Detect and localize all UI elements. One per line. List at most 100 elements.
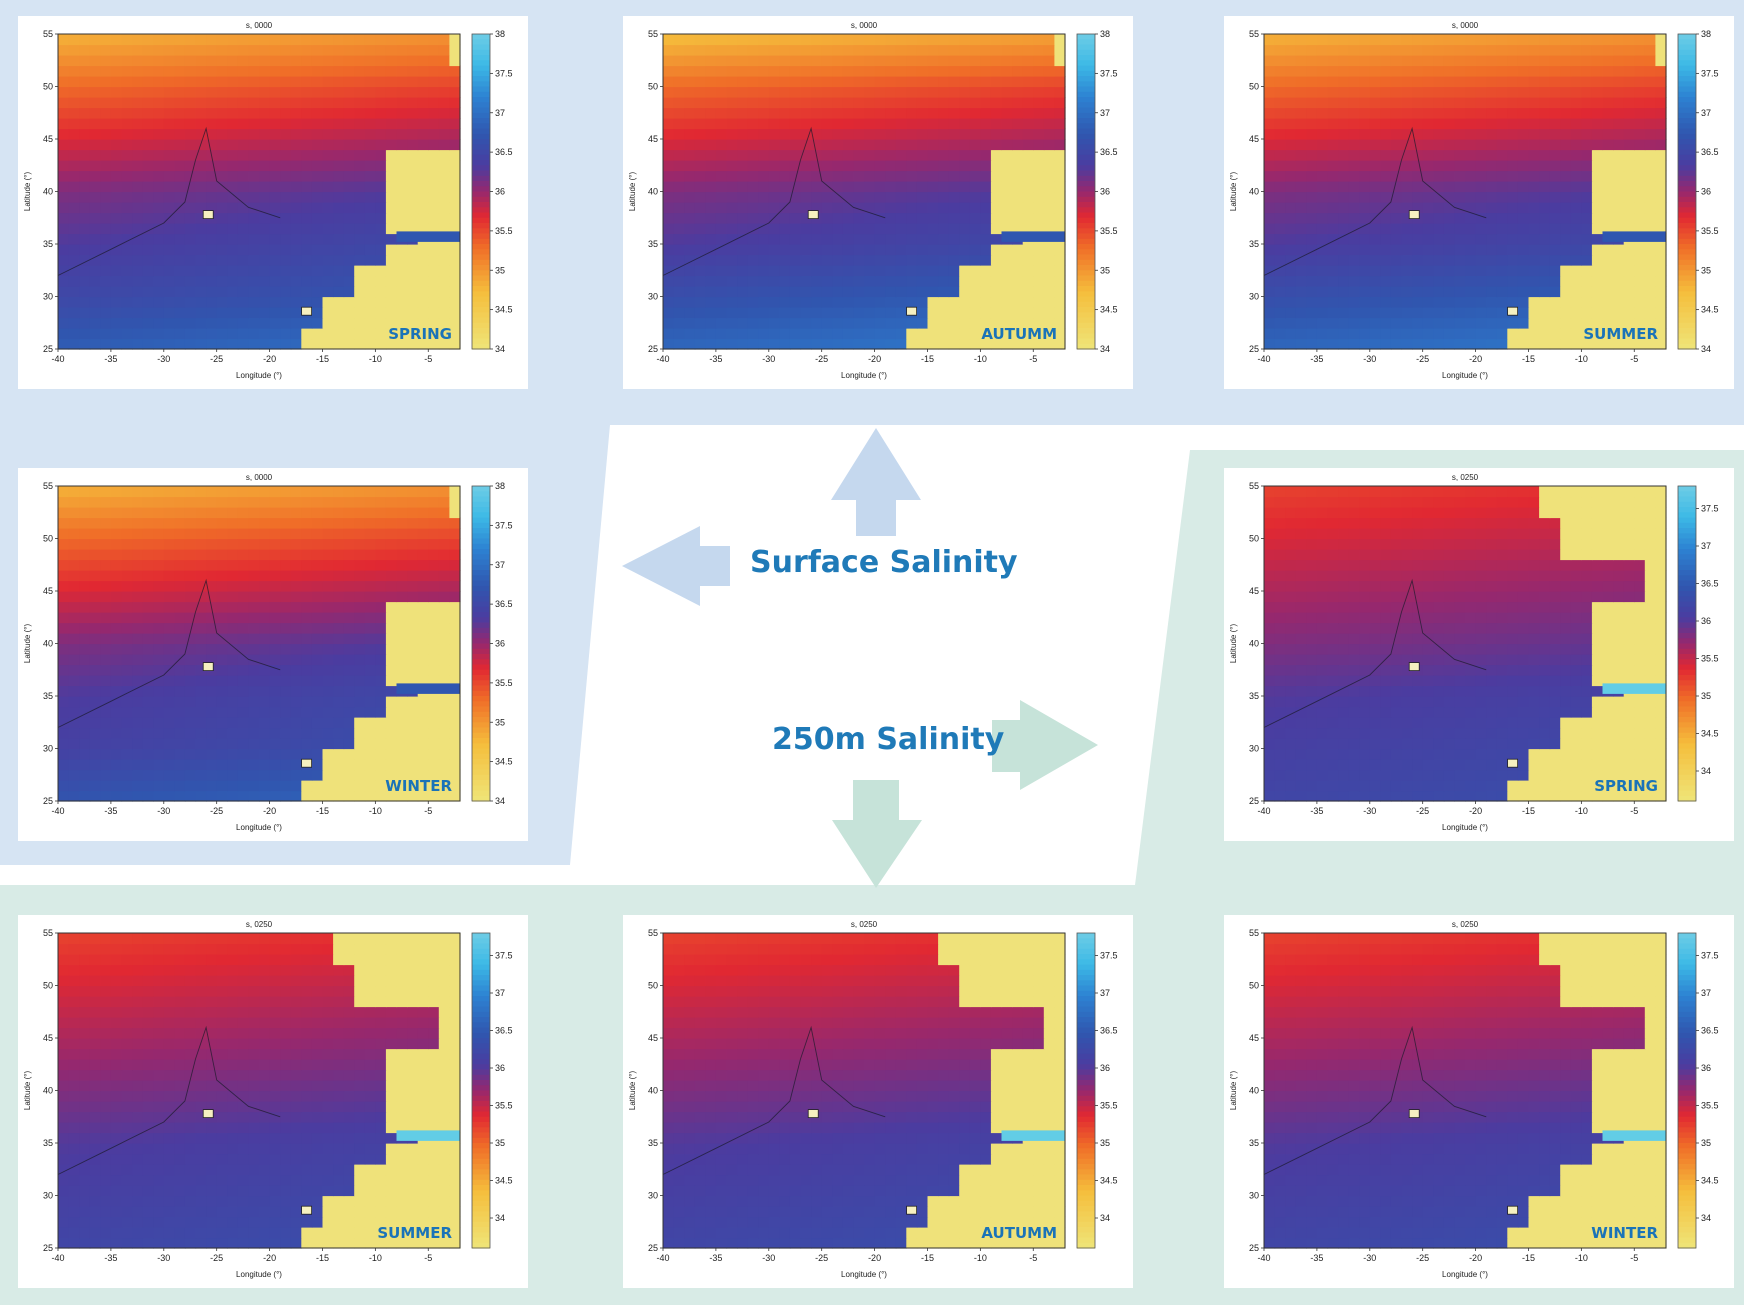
heatmap-cell (58, 328, 70, 340)
heatmap-cell (385, 769, 398, 781)
heatmap-cell (1465, 160, 1477, 172)
heatmap-cell (1412, 76, 1424, 88)
heatmap-cell (1623, 107, 1635, 119)
heatmap-cell (1507, 202, 1519, 214)
heatmap-cell (1285, 86, 1297, 98)
heatmap-cell (1644, 97, 1656, 109)
heatmap-cell (237, 706, 249, 718)
heatmap-cell (216, 486, 228, 498)
heatmap-cell (227, 570, 239, 582)
heatmap-cell (1433, 233, 1445, 245)
heatmap-cell (375, 780, 387, 792)
heatmap-cell (1043, 34, 1055, 46)
colorbar-tick-label: 37 (1701, 108, 1711, 118)
heatmap-cell (959, 160, 971, 172)
heatmap-cell (1570, 244, 1582, 256)
heatmap-cell (407, 170, 419, 182)
heatmap-cell (142, 580, 154, 592)
heatmap-cell (715, 275, 728, 287)
heatmap-cell (1475, 212, 1487, 224)
heatmap-cell (726, 286, 738, 298)
heatmap-cell (1401, 118, 1413, 130)
heatmap-cell (428, 97, 440, 109)
heatmap-cell (396, 44, 408, 56)
heatmap-cell (758, 233, 770, 245)
colorbar-segment (1678, 49, 1696, 56)
heatmap-cell (333, 317, 345, 329)
heatmap-cell (301, 601, 313, 613)
heatmap-cell (354, 738, 366, 750)
heatmap-cell (311, 118, 324, 130)
heatmap-cell (174, 538, 186, 550)
heatmap-cell (237, 233, 249, 245)
heatmap-cell (354, 496, 366, 508)
heatmap-cell (1327, 97, 1339, 109)
heatmap-cell (385, 538, 398, 550)
heatmap-cell (237, 244, 249, 256)
heatmap-cell (1369, 44, 1381, 56)
heatmap-cell (758, 170, 770, 182)
heatmap-cell (832, 223, 844, 235)
heatmap-cell (206, 696, 218, 708)
heatmap-cell (821, 181, 833, 193)
heatmap-cell (343, 254, 355, 266)
heatmap-cell (259, 486, 271, 498)
heatmap-cell (948, 223, 960, 235)
heatmap-cell (385, 275, 398, 287)
heatmap-cell (438, 769, 450, 781)
heatmap-cell (153, 769, 165, 781)
heatmap-cell (132, 191, 144, 203)
heatmap-cell (375, 759, 387, 771)
heatmap-cell (89, 107, 101, 119)
heatmap-cell (821, 212, 833, 224)
heatmap-cell (89, 601, 101, 613)
heatmap-cell (184, 538, 197, 550)
heatmap-cell (301, 507, 313, 519)
heatmap-cell (343, 612, 355, 624)
heatmap-cell (428, 149, 440, 161)
heatmap-cell (248, 612, 260, 624)
heatmap-cell (354, 254, 366, 266)
heatmap-cell (132, 86, 144, 98)
heatmap-cell (375, 559, 387, 571)
heatmap-cell (322, 202, 334, 214)
heatmap-cell (990, 76, 1003, 88)
heatmap-cell (1306, 65, 1318, 77)
heatmap-cell (800, 223, 812, 235)
heatmap-cell (1338, 160, 1350, 172)
heatmap-cell (184, 149, 197, 161)
heatmap-cell (1295, 233, 1307, 245)
heatmap-cell (1655, 202, 1667, 214)
heatmap-cell (673, 317, 685, 329)
heatmap-cell (79, 664, 91, 676)
heatmap-cell (449, 170, 461, 182)
heatmap-cell (132, 170, 144, 182)
heatmap-cell (343, 233, 355, 245)
heatmap-cell (407, 612, 419, 624)
heatmap-cell (100, 128, 112, 140)
heatmap-cell (449, 727, 461, 739)
heatmap-cell (1443, 233, 1455, 245)
heatmap-cell (1348, 107, 1360, 119)
x-tick-label: -35 (104, 354, 117, 364)
heatmap-cell (768, 338, 780, 350)
heatmap-cell (1295, 191, 1307, 203)
heatmap-cell (1570, 338, 1582, 350)
heatmap-cell (290, 244, 302, 256)
heatmap-cell (758, 317, 770, 329)
heatmap-cell (343, 149, 355, 161)
heatmap-cell (375, 191, 387, 203)
heatmap-cell (811, 307, 823, 319)
heatmap-cell (237, 44, 249, 56)
heatmap-cell (927, 139, 939, 151)
heatmap-cell (311, 696, 324, 708)
heatmap-cell (1517, 338, 1530, 350)
heatmap-cell (354, 507, 366, 519)
heatmap-cell (1316, 286, 1329, 298)
heatmap-cell (142, 307, 154, 319)
heatmap-cell (301, 181, 313, 193)
heatmap-cell (1496, 44, 1508, 56)
heatmap-cell (343, 202, 355, 214)
heatmap-cell (768, 244, 780, 256)
x-axis-label: Longitude (°) (841, 371, 887, 380)
